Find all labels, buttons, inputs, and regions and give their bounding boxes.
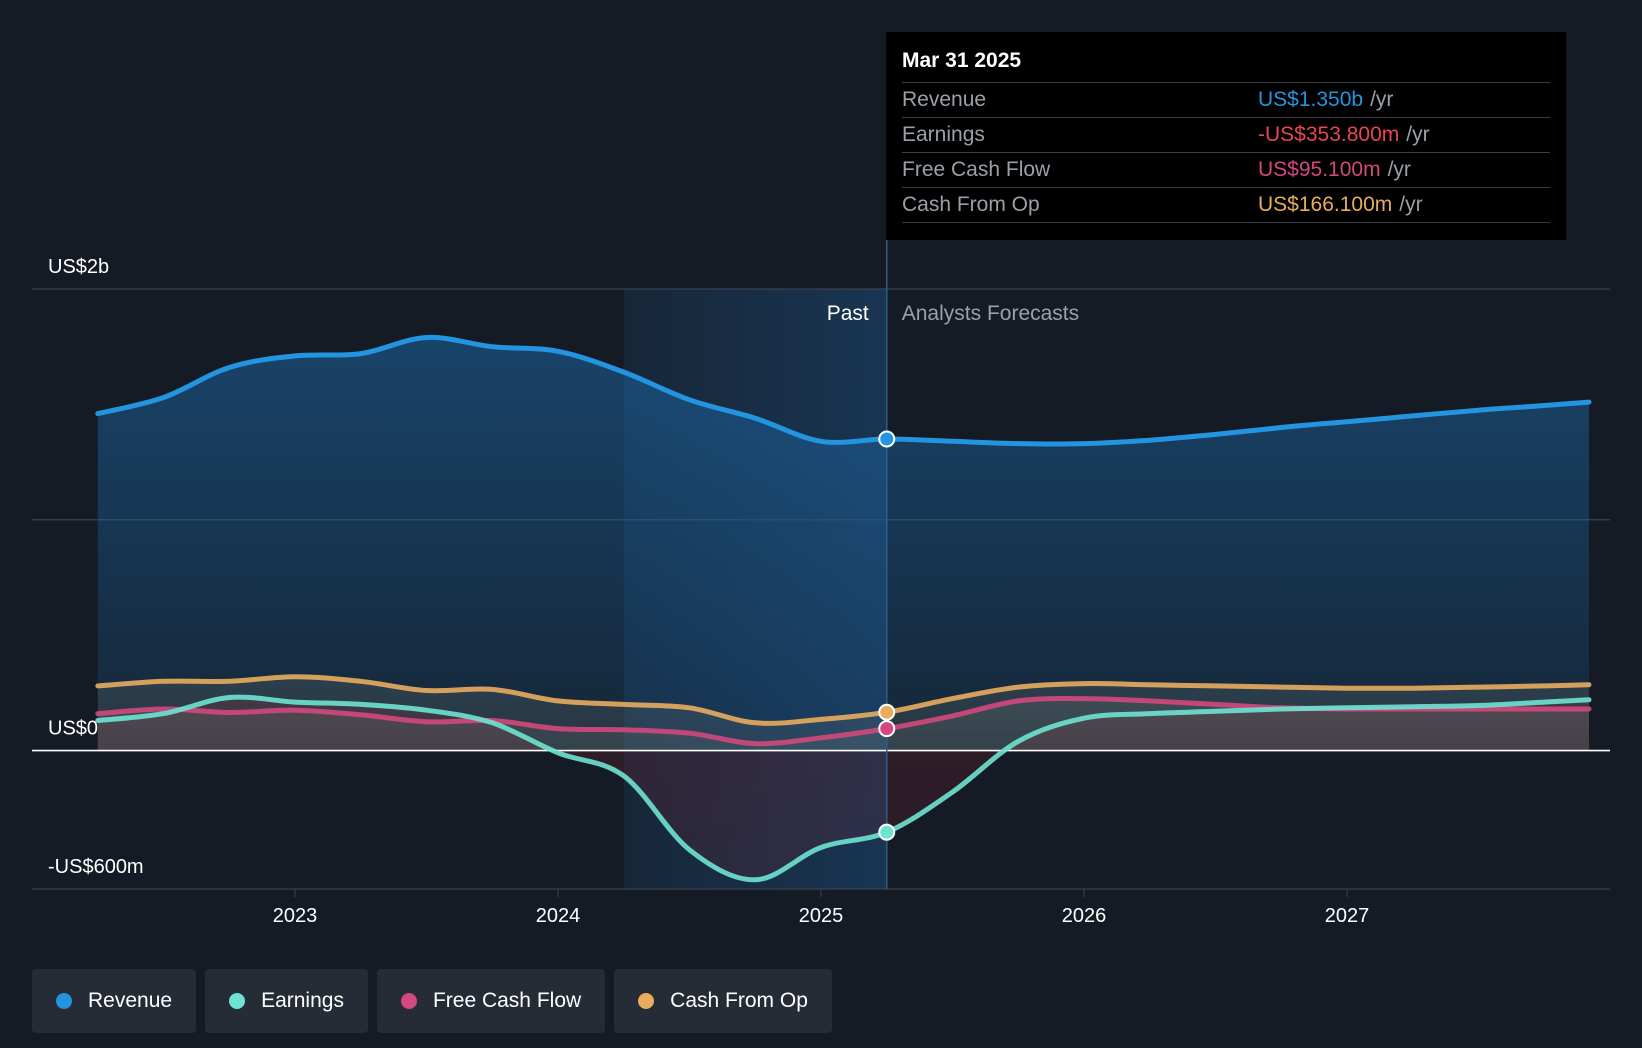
forecast-label: Analysts Forecasts — [902, 302, 1079, 325]
marker-revenue — [878, 430, 896, 448]
chart: Past Analysts Forecasts US$2b US$0 -US$600… — [32, 240, 1610, 927]
legend-label: Revenue — [88, 989, 173, 1012]
value-markers — [878, 430, 896, 841]
area-revenue — [97, 337, 1589, 751]
tooltip-row-cash-from-op: Cash From Op US$166.100m/yr — [902, 187, 1550, 223]
y-tick-label: -US$600m — [48, 856, 144, 878]
tooltip-row-unit: /yr — [1387, 158, 1411, 181]
tooltip-row-label: Free Cash Flow — [902, 158, 1051, 181]
legend-dot-icon — [56, 993, 72, 1009]
legend-item-revenue[interactable]: Revenue — [32, 969, 197, 1033]
area-cash-from-op — [97, 676, 1589, 751]
tooltip-row-unit: /yr — [1370, 88, 1394, 111]
legend-item-free-cash-flow[interactable]: Free Cash Flow — [376, 969, 606, 1033]
legend-dot-icon — [400, 993, 417, 1009]
tooltip-row-label: Cash From Op — [902, 193, 1040, 216]
tooltip-row-label: Earnings — [902, 123, 985, 146]
tooltip-row-unit: /yr — [1406, 123, 1430, 146]
legend-item-cash-from-op[interactable]: Cash From Op — [614, 969, 832, 1033]
tooltip-row-value: US$95.100m — [1258, 158, 1381, 181]
legend-label: Earnings — [261, 989, 344, 1012]
x-tick-label: 2025 — [799, 905, 844, 927]
legend: Revenue Earnings Free Cash Flow Cash From O… — [32, 969, 832, 1033]
legend-label: Free Cash Flow — [432, 989, 582, 1012]
marker-earnings — [878, 823, 896, 841]
series-line-revenue — [95, 334, 1592, 447]
tooltip-date: Mar 31 2025 — [902, 49, 1022, 72]
marker-free-cash-flow — [878, 720, 896, 738]
tooltip-row-value: US$1.350b — [1258, 88, 1364, 111]
series-line-cash-from-op — [95, 674, 1592, 726]
y-tick-label: US$0 — [48, 718, 98, 740]
x-tick-label: 2024 — [536, 905, 581, 927]
tooltip-row-value: US$166.100m — [1258, 193, 1393, 216]
tooltip-row-earnings: Earnings -US$353.800m/yr — [902, 117, 1550, 152]
series-lines — [95, 334, 1592, 883]
x-tick-label: 2023 — [273, 905, 318, 927]
series-areas — [97, 337, 1589, 880]
marker-cash-from-op — [878, 703, 896, 721]
y-axis-labels: US$2b US$0 -US$600m — [48, 256, 144, 878]
tooltip-row-revenue: Revenue US$1.350b/yr — [902, 82, 1550, 117]
tooltip: Mar 31 2025 Revenue US$1.350b/yr Earnings -… — [886, 32, 1566, 240]
y-tick-label: US$2b — [48, 256, 109, 278]
x-axis-ticks: 2023 2024 2025 2026 2027 — [273, 889, 1370, 927]
tooltip-rows: Revenue US$1.350b/yr Earnings -US$353.800m /… — [902, 82, 1550, 223]
legend-dot-icon — [229, 993, 246, 1009]
series-line-earnings — [95, 694, 1592, 883]
x-tick-label: 2027 — [1325, 905, 1370, 927]
x-tick-label: 2026 — [1062, 905, 1107, 927]
tooltip-row-label: Revenue — [902, 88, 987, 111]
tooltip-row-unit: /yr — [1399, 193, 1423, 216]
legend-item-earnings[interactable]: Earnings — [205, 969, 368, 1033]
tooltip-row-value: -US$353.800m — [1258, 123, 1400, 146]
legend-label: Cash From Op — [670, 989, 808, 1012]
legend-dot-icon — [638, 993, 655, 1009]
past-label: Past — [827, 302, 869, 325]
tooltip-row-free-cash-flow: Free Cash Flow US$95.100m/yr — [902, 152, 1550, 187]
